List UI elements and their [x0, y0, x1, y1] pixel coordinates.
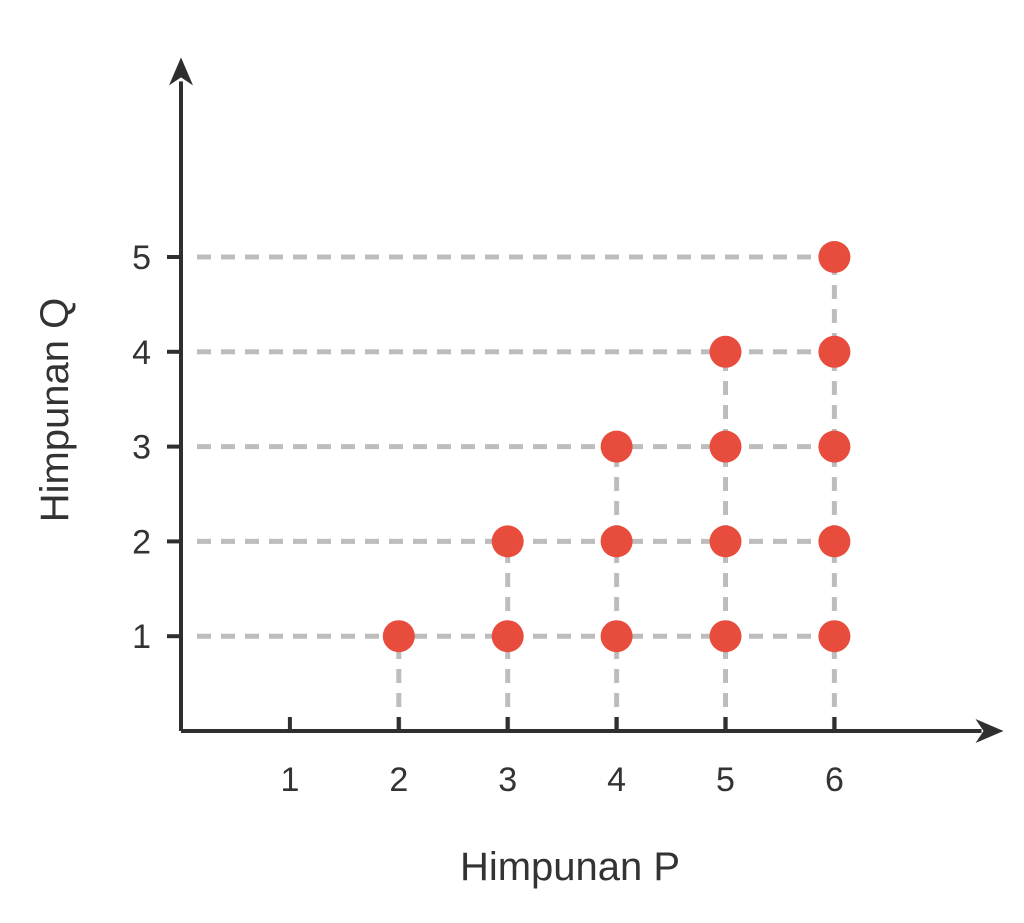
data-point	[491, 525, 524, 558]
axes	[169, 57, 1004, 743]
data-point	[818, 241, 851, 273]
data-point	[382, 620, 415, 653]
y-tick-label: 3	[132, 429, 151, 467]
x-axis-arrow-icon	[975, 719, 1004, 743]
y-axis-arrow-icon	[169, 57, 193, 86]
data-point	[709, 620, 742, 653]
x-tick-label: 3	[498, 761, 517, 799]
data-point	[818, 430, 851, 463]
y-tick-label: 2	[132, 523, 151, 561]
y-tick-label: 1	[132, 618, 151, 656]
y-axis-title: Himpunan Q	[33, 298, 77, 523]
x-tick-label: 4	[607, 761, 626, 799]
data-point	[818, 525, 851, 558]
data-points	[382, 241, 851, 653]
data-point	[491, 620, 524, 653]
y-tick-label: 5	[132, 239, 151, 277]
x-tick-label: 1	[280, 761, 299, 799]
data-point	[600, 525, 633, 558]
data-point	[600, 430, 633, 463]
axis-ticks: 1 2 3 4 5 6 1 2 3 4 5	[132, 239, 844, 799]
data-point	[709, 335, 742, 368]
x-tick-label: 2	[389, 761, 408, 799]
data-point	[709, 430, 742, 463]
y-tick-label: 4	[132, 334, 151, 372]
data-point	[709, 525, 742, 558]
x-tick-label: 6	[825, 761, 844, 799]
x-axis-title: Himpunan P	[460, 845, 680, 889]
data-point	[818, 620, 851, 653]
data-point	[600, 620, 633, 653]
data-point	[818, 335, 851, 368]
guide-lines	[197, 254, 837, 731]
x-tick-label: 5	[716, 761, 735, 799]
